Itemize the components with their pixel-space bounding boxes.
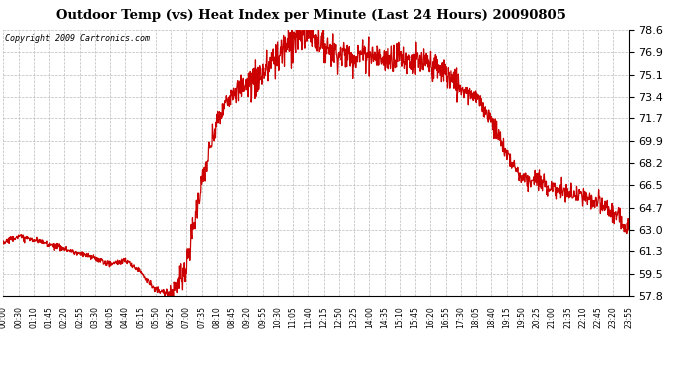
Text: Copyright 2009 Cartronics.com: Copyright 2009 Cartronics.com [5,34,150,43]
Text: Outdoor Temp (vs) Heat Index per Minute (Last 24 Hours) 20090805: Outdoor Temp (vs) Heat Index per Minute … [56,9,565,22]
